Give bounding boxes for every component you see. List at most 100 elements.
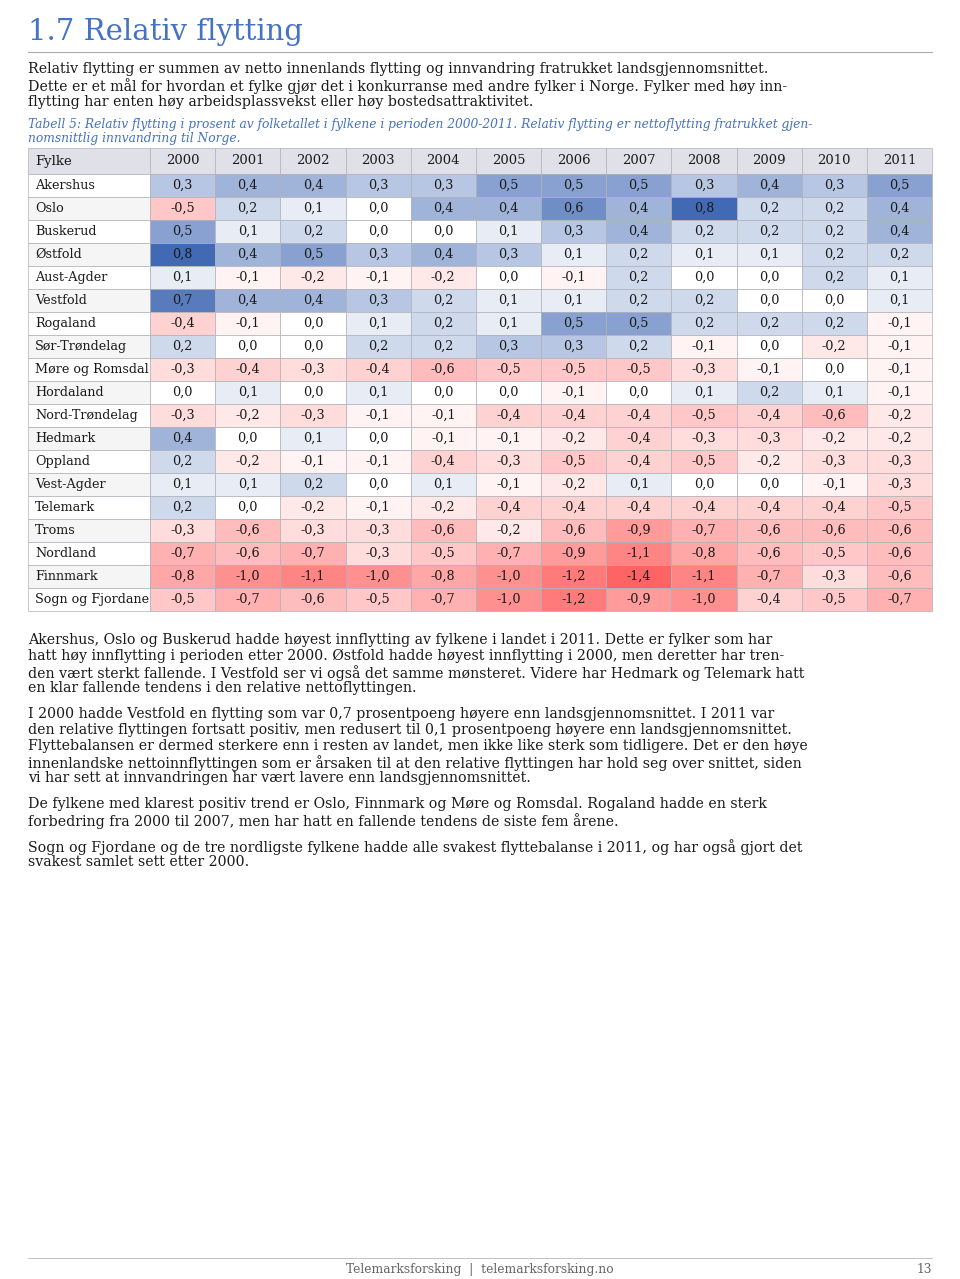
Bar (671, 312, 736, 335)
Bar (150, 473, 215, 496)
Bar (28, 565, 150, 588)
Text: Østfold: Østfold (35, 248, 82, 261)
Text: Tabell 5: Relativ flytting i prosent av folketallet i fylkene i perioden 2000-20: Tabell 5: Relativ flytting i prosent av … (28, 118, 812, 130)
Text: -0,1: -0,1 (431, 432, 455, 445)
Text: -0,1: -0,1 (756, 363, 781, 376)
Bar (346, 450, 411, 473)
Bar (150, 358, 215, 381)
Text: nomsnittlig innvandring til Norge.: nomsnittlig innvandring til Norge. (28, 132, 241, 145)
Text: -0,5: -0,5 (887, 501, 912, 514)
Text: 0,7: 0,7 (173, 294, 193, 307)
Bar (215, 427, 280, 450)
Text: -0,3: -0,3 (300, 524, 325, 537)
Text: -0,3: -0,3 (170, 524, 195, 537)
Text: forbedring fra 2000 til 2007, men har hatt en fallende tendens de siste fem åren: forbedring fra 2000 til 2007, men har ha… (28, 813, 618, 829)
Text: Telemark: Telemark (35, 501, 95, 514)
Text: -0,2: -0,2 (300, 501, 325, 514)
Bar (346, 220, 411, 243)
Text: -0,3: -0,3 (366, 547, 391, 560)
Text: -0,4: -0,4 (496, 501, 520, 514)
Bar (215, 335, 280, 358)
Bar (867, 427, 932, 450)
Text: 0,1: 0,1 (694, 248, 714, 261)
Bar (671, 542, 736, 565)
Text: De fylkene med klarest positiv trend er Oslo, Finnmark og Møre og Romsdal. Rogal: De fylkene med klarest positiv trend er … (28, 797, 767, 811)
Text: 0,5: 0,5 (629, 317, 649, 330)
Text: -0,5: -0,5 (822, 593, 847, 606)
Text: -0,5: -0,5 (170, 202, 195, 215)
Text: 2011: 2011 (882, 155, 916, 168)
Text: 0,3: 0,3 (368, 294, 388, 307)
Text: 0,2: 0,2 (629, 248, 649, 261)
Text: -1,0: -1,0 (366, 570, 391, 583)
Text: -0,5: -0,5 (562, 363, 586, 376)
Text: -1,2: -1,2 (562, 570, 586, 583)
Bar (802, 243, 867, 266)
Bar (867, 565, 932, 588)
Bar (346, 473, 411, 496)
Text: -0,4: -0,4 (496, 409, 520, 422)
Bar (867, 243, 932, 266)
Bar (736, 496, 802, 519)
Bar (541, 381, 606, 404)
Bar (28, 427, 150, 450)
Text: 0,2: 0,2 (173, 455, 193, 468)
Text: 0,2: 0,2 (173, 501, 193, 514)
Bar (411, 427, 476, 450)
Bar (476, 148, 541, 174)
Bar (867, 266, 932, 289)
Text: -0,6: -0,6 (822, 524, 847, 537)
Bar (280, 266, 346, 289)
Text: -0,9: -0,9 (562, 547, 586, 560)
Bar (671, 174, 736, 197)
Text: -0,6: -0,6 (235, 524, 260, 537)
Bar (280, 358, 346, 381)
Bar (28, 381, 150, 404)
Text: 0,5: 0,5 (629, 179, 649, 192)
Text: 0,4: 0,4 (302, 179, 324, 192)
Bar (150, 197, 215, 220)
Text: -0,6: -0,6 (431, 363, 456, 376)
Text: -0,6: -0,6 (562, 524, 586, 537)
Bar (280, 473, 346, 496)
Text: -0,1: -0,1 (562, 386, 586, 399)
Text: -0,6: -0,6 (887, 570, 912, 583)
Bar (867, 404, 932, 427)
Bar (346, 289, 411, 312)
Text: Sogn og Fjordane: Sogn og Fjordane (35, 593, 149, 606)
Text: Relativ flytting er summen av netto innenlands flytting og innvandring fratrukke: Relativ flytting er summen av netto inne… (28, 61, 768, 75)
Text: 0,1: 0,1 (824, 386, 845, 399)
Bar (606, 496, 671, 519)
Text: 0,2: 0,2 (694, 317, 714, 330)
Bar (215, 312, 280, 335)
Text: 0,3: 0,3 (433, 179, 453, 192)
Bar (541, 335, 606, 358)
Text: 0,1: 0,1 (498, 317, 518, 330)
Bar (736, 565, 802, 588)
Text: 0,2: 0,2 (629, 340, 649, 353)
Text: -0,5: -0,5 (691, 455, 716, 468)
Text: Sør-Trøndelag: Sør-Trøndelag (35, 340, 127, 353)
Text: -0,7: -0,7 (431, 593, 456, 606)
Text: -0,5: -0,5 (170, 593, 195, 606)
Bar (606, 588, 671, 611)
Text: den vært sterkt fallende. I Vestfold ser vi også det samme mønsteret. Videre har: den vært sterkt fallende. I Vestfold ser… (28, 665, 804, 680)
Text: en klar fallende tendens i den relative nettoflyttingen.: en klar fallende tendens i den relative … (28, 680, 417, 694)
Bar (280, 381, 346, 404)
Bar (28, 312, 150, 335)
Text: -0,3: -0,3 (887, 455, 912, 468)
Text: -0,1: -0,1 (431, 409, 455, 422)
Bar (867, 450, 932, 473)
Text: 0,0: 0,0 (237, 501, 258, 514)
Text: -0,1: -0,1 (562, 271, 586, 284)
Text: 0,1: 0,1 (759, 248, 780, 261)
Text: -0,3: -0,3 (691, 363, 716, 376)
Text: 0,0: 0,0 (368, 478, 388, 491)
Bar (736, 174, 802, 197)
Bar (802, 358, 867, 381)
Bar (150, 542, 215, 565)
Text: -1,0: -1,0 (691, 593, 716, 606)
Bar (606, 289, 671, 312)
Text: hatt høy innflytting i perioden etter 2000. Østfold hadde høyest innflytting i 2: hatt høy innflytting i perioden etter 20… (28, 648, 784, 664)
Text: -0,4: -0,4 (627, 501, 651, 514)
